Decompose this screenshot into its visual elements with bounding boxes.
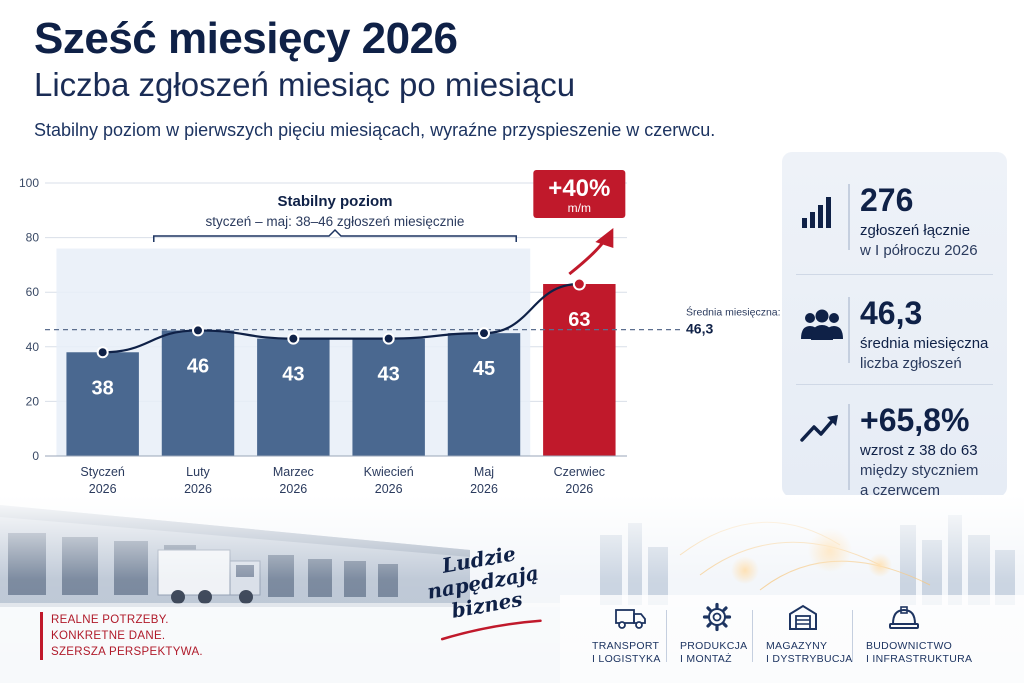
growth-arrow [568,241,605,276]
kpi-value: +65,8% [860,402,970,438]
kpi-value: 46,3 [860,295,923,331]
data-label: 43 [378,364,400,386]
x-tick-label: Styczeń [80,465,125,479]
monthly-bar-chart: 0 20 40 60 80 100 38 Styczeń 2026 46 Luty 2026 43 Ma… [19,170,780,496]
y-tick-label: 80 [26,231,40,245]
sector-label: BUDOWNICTWO [866,640,953,652]
data-label: 38 [92,377,114,399]
x-tick-label: 2026 [279,482,307,496]
x-tick-label: 2026 [565,482,593,496]
kpi-panel: 276 zgłoszeń łącznie w I półroczu 2026 4… [782,152,1007,499]
bar [352,338,425,456]
average-value: 46,3 [686,321,713,337]
x-tick-label: Luty [186,465,210,479]
data-point [287,332,300,345]
script-tagline: Ludzie napędzają biznes [418,538,552,649]
kpi-label: między styczniem [860,462,979,479]
kpi-value: 276 [860,182,914,218]
slogan-line: SZERSZA PERSPEKTYWA. [51,646,203,658]
x-tick-label: Czerwiec [554,465,605,479]
data-label: 45 [473,358,495,380]
data-point [96,346,109,359]
trend-up-icon [800,415,838,442]
people-icon [801,309,843,340]
data-label: 46 [187,355,209,377]
growth-arrow-head [595,228,614,248]
slogan: REALNE POTRZEBY. KONKRETNE DANE. SZERSZA… [40,612,203,660]
x-tick-label: 2026 [89,482,117,496]
data-point [192,324,204,337]
logistics-background-illustration [0,495,1024,683]
data-point [572,277,586,291]
sector-label: I DYSTRYBUCJA [766,653,853,665]
y-tick-label: 0 [32,449,39,463]
growth-badge [533,170,626,218]
script-underline [440,619,542,641]
slogan-line: REALNE POTRZEBY. [51,614,169,626]
kpi-growth: +65,8% wzrost z 38 do 63 między stycznie… [782,384,1007,499]
bar [161,330,235,456]
x-tick-label: 2026 [184,482,212,496]
sector-label: MAGAZYNY [766,640,828,652]
bar [543,284,616,456]
page-description: Stabilny poziom w pierwszych pięciu mies… [34,120,716,140]
data-point [478,327,490,340]
bar [66,352,139,456]
page-subtitle: Liczba zgłoszeń miesiąc po miesiącu [34,66,576,103]
y-tick-label: 100 [19,176,39,190]
bar-chart-icon [802,197,831,228]
average-label: Średnia miesięczna: [686,306,780,319]
growth-badge-unit: m/m [568,201,591,215]
sector-label: I LOGISTYKA [592,653,661,665]
y-tick-label: 60 [26,285,40,299]
trend-line [102,282,580,354]
kpi-label: średnia miesięczna [860,335,989,352]
x-tick-label: 2026 [470,482,498,496]
stable-title: Stabilny poziom [277,193,392,210]
kpi-label: a czerwcem [860,482,941,499]
sector-label: TRANSPORT [592,640,660,652]
bar [257,338,330,456]
x-tick-label: Maj [474,465,494,479]
sector-separator [852,610,853,662]
data-point [382,332,395,345]
truck-icon [615,609,646,629]
stable-brace [153,228,517,242]
kpi-separator [796,384,993,385]
kpi-divider-bar [848,184,850,250]
growth-badge-value: +40% [548,175,610,202]
kpi-divider-bar [848,404,850,490]
kpi-average: 46,3 średnia miesięczna liczba zgłoszeń [782,277,1007,377]
kpi-label: w I półroczu 2026 [860,242,978,259]
page-title: Sześć miesięcy 2026 [34,14,458,63]
slogan-line: KONKRETNE DANE. [51,630,166,642]
x-tick-label: Marzec [273,465,314,479]
gear-icon [702,602,732,632]
y-tick-label: 40 [26,340,40,354]
bar [447,333,521,456]
stable-text: styczeń – maj: 38–46 zgłoszeń miesięczni… [206,214,465,229]
warehouse-icon [789,604,817,630]
sector-separator [752,610,753,662]
kpi-total: 276 zgłoszeń łącznie w I półroczu 2026 [782,164,1007,264]
kpi-label: wzrost z 38 do 63 [860,442,978,459]
helmet-icon [889,606,919,629]
sector-label: I INFRASTRUKTURA [866,653,973,665]
x-tick-label: 2026 [375,482,403,496]
data-label: 63 [568,309,590,331]
data-label: 43 [282,364,304,386]
sector-label: PRODUKCJA [680,640,748,652]
y-tick-label: 20 [26,394,40,408]
kpi-label: zgłoszeń łącznie [860,222,971,239]
sector-separator [666,610,667,662]
sector-label: I MONTAŻ [680,653,732,665]
kpi-label: liczba zgłoszeń [860,355,962,372]
kpi-separator [796,274,993,275]
kpi-divider-bar [848,297,850,363]
x-tick-label: Kwiecień [364,465,414,479]
